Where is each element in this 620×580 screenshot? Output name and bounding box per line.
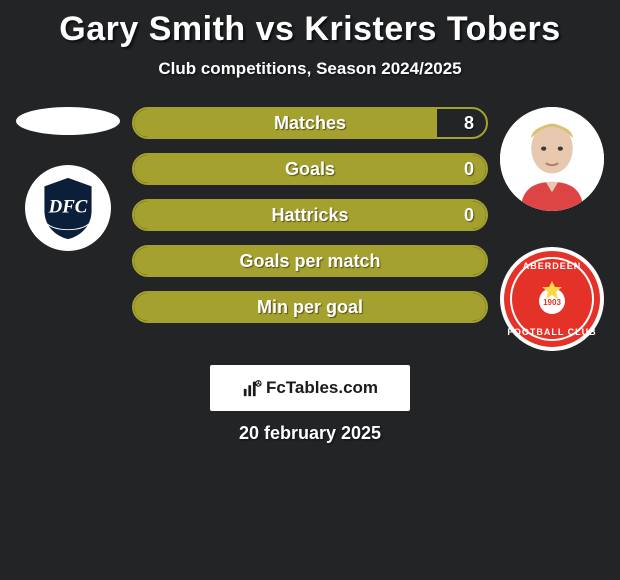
player-left-column: DFC xyxy=(8,99,128,251)
branding-text: FcTables.com xyxy=(266,378,378,398)
stat-bar-label: Goals per match xyxy=(134,247,486,275)
stat-bar-value: 8 xyxy=(464,109,474,137)
aberdeen-year: 1903 xyxy=(543,298,561,307)
stat-bar-value: 0 xyxy=(464,155,474,183)
club-badge-right: ABERDEEN 1903 FOOTBALL CLUB xyxy=(500,247,604,351)
branding-box: FcTables.com xyxy=(210,365,410,411)
stat-bar: Goals0 xyxy=(132,153,488,185)
stat-bar: Min per goal xyxy=(132,291,488,323)
stat-bar-label: Min per goal xyxy=(134,293,486,321)
fctables-logo-icon xyxy=(242,378,262,398)
player-left-avatar-placeholder xyxy=(16,107,120,135)
club-badge-left: DFC xyxy=(25,165,111,251)
player-right-column: ABERDEEN 1903 FOOTBALL CLUB xyxy=(492,99,612,351)
stat-bar-label: Hattricks xyxy=(134,201,486,229)
footer-date: 20 february 2025 xyxy=(0,423,620,444)
stats-column: Matches8Goals0Hattricks0Goals per matchM… xyxy=(128,99,492,323)
aberdeen-text-top: ABERDEEN xyxy=(504,261,600,271)
stat-bar: Goals per match xyxy=(132,245,488,277)
stat-bar-label: Matches xyxy=(134,109,486,137)
stat-bar-value: 0 xyxy=(464,201,474,229)
stat-bar: Matches8 xyxy=(132,107,488,139)
avatar-icon xyxy=(500,107,604,211)
page-subtitle: Club competitions, Season 2024/2025 xyxy=(0,59,620,79)
dundee-shield-icon: DFC xyxy=(39,175,97,241)
player-right-avatar xyxy=(500,107,604,211)
dundee-badge-text: DFC xyxy=(48,197,88,218)
aberdeen-crest-icon: 1903 xyxy=(532,279,572,319)
comparison-row: DFC Matches8Goals0Hattricks0Goals per ma… xyxy=(0,99,620,351)
stat-bar: Hattricks0 xyxy=(132,199,488,231)
page-title: Gary Smith vs Kristers Tobers xyxy=(0,0,620,49)
aberdeen-text-bottom: FOOTBALL CLUB xyxy=(504,327,600,337)
stat-bar-label: Goals xyxy=(134,155,486,183)
